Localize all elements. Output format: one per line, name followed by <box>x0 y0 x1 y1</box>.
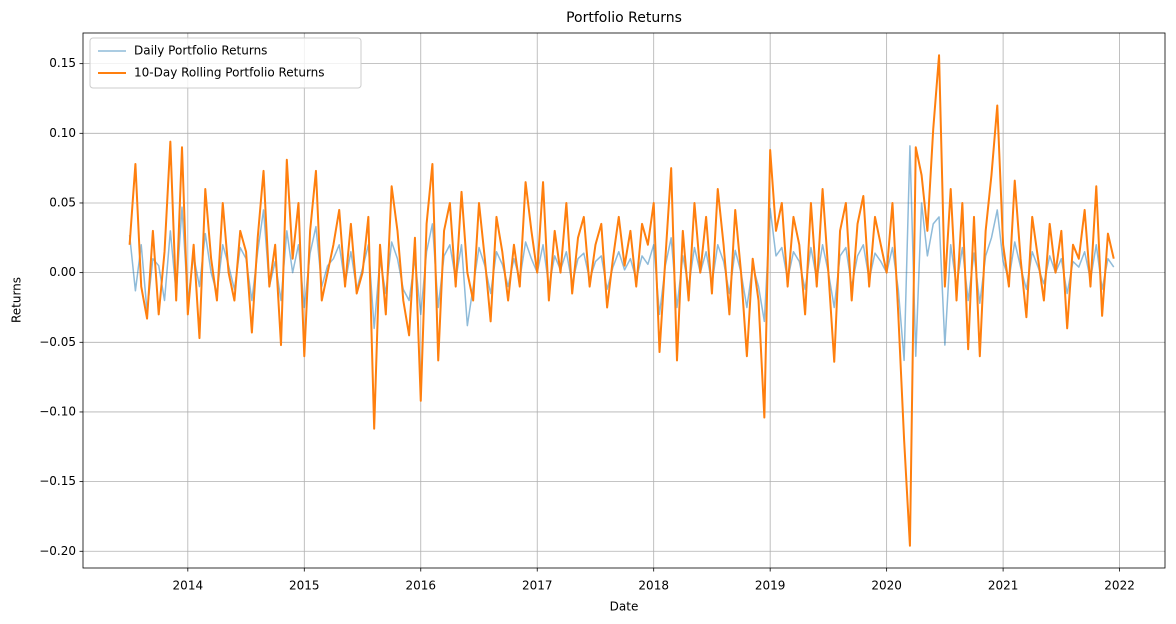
series-line <box>128 54 1115 547</box>
x-tick-label: 2014 <box>173 579 204 593</box>
x-tick-label: 2021 <box>988 579 1019 593</box>
x-tick-label: 2019 <box>755 579 786 593</box>
y-tick-label: 0.10 <box>49 126 76 140</box>
plot-frame <box>82 32 1166 569</box>
y-tick-label: 0.15 <box>49 56 76 70</box>
x-tick-label: 2020 <box>871 579 902 593</box>
x-tick-label: 2016 <box>405 579 436 593</box>
y-tick-label: 0.00 <box>49 265 76 279</box>
y-tick-label: −0.10 <box>39 404 76 418</box>
x-axis-label: Date <box>610 600 639 614</box>
legend-label: Daily Portfolio Returns <box>134 44 267 58</box>
x-tick-label: 2022 <box>1104 579 1135 593</box>
y-tick-label: −0.15 <box>39 474 76 488</box>
series-line <box>128 145 1115 362</box>
legend-box <box>89 37 362 89</box>
x-tick-label: 2018 <box>638 579 669 593</box>
y-tick-label: 0.05 <box>49 195 76 209</box>
y-tick-label: −0.05 <box>39 335 76 349</box>
x-tick-label: 2015 <box>289 579 320 593</box>
y-tick-label: −0.20 <box>39 544 76 558</box>
x-tick-label: 2017 <box>522 579 553 593</box>
y-axis-label: Returns <box>10 277 24 323</box>
legend-label: 10-Day Rolling Portfolio Returns <box>134 66 325 80</box>
chart-title: Portfolio Returns <box>566 10 682 26</box>
